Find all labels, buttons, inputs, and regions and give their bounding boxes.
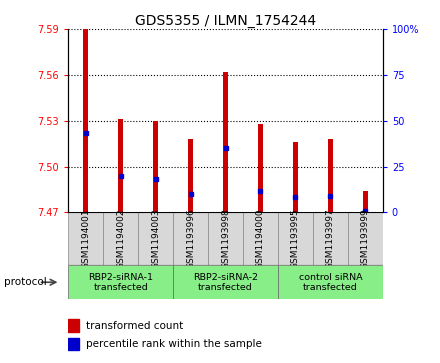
Text: GSM1194000: GSM1194000 [256,208,265,269]
Bar [68,212,103,265]
Bar [68,338,79,350]
Title: GDS5355 / ILMN_1754244: GDS5355 / ILMN_1754244 [135,14,316,28]
Bar [278,212,313,265]
Text: GSM1193996: GSM1193996 [186,208,195,269]
Text: GSM1194001: GSM1194001 [81,208,90,269]
Text: control siRNA
transfected: control siRNA transfected [299,273,362,292]
Bar [293,142,298,212]
Text: GSM1193998: GSM1193998 [221,208,230,269]
Text: RBP2-siRNA-1
transfected: RBP2-siRNA-1 transfected [88,273,153,292]
Bar [173,212,208,265]
Bar [138,212,173,265]
Bar [223,72,228,212]
Text: transformed count: transformed count [85,321,183,331]
Bar [313,212,348,265]
Text: GSM1194002: GSM1194002 [116,208,125,269]
Text: percentile rank within the sample: percentile rank within the sample [85,339,261,349]
Text: protocol: protocol [4,277,47,287]
Bar [348,212,383,265]
Bar [243,212,278,265]
Text: RBP2-siRNA-2
transfected: RBP2-siRNA-2 transfected [193,273,258,292]
Bar [258,124,263,212]
Text: GSM1194003: GSM1194003 [151,208,160,269]
Bar [208,212,243,265]
Bar [173,265,278,299]
Text: GSM1193995: GSM1193995 [291,208,300,269]
Bar [83,29,88,212]
Bar [68,319,79,332]
Bar [153,121,158,212]
Bar [328,139,333,212]
Bar [118,119,123,212]
Bar [103,212,138,265]
Bar [363,191,368,212]
Bar [188,139,193,212]
Bar [68,265,173,299]
Text: GSM1193999: GSM1193999 [361,208,370,269]
Bar [278,265,383,299]
Text: GSM1193997: GSM1193997 [326,208,335,269]
